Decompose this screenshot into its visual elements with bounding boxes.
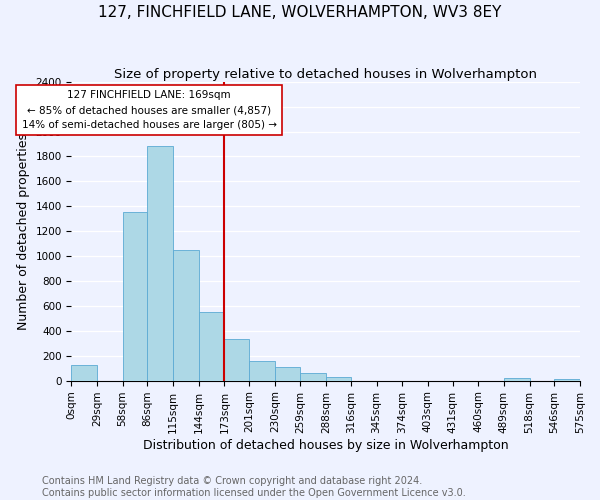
Bar [554,379,580,380]
X-axis label: Distribution of detached houses by size in Wolverhampton: Distribution of detached houses by size … [143,440,508,452]
Text: 127, FINCHFIELD LANE, WOLVERHAMPTON, WV3 8EY: 127, FINCHFIELD LANE, WOLVERHAMPTON, WV3… [98,5,502,20]
Bar [71,365,97,380]
Bar [275,367,301,380]
Text: 127 FINCHFIELD LANE: 169sqm
← 85% of detached houses are smaller (4,857)
14% of : 127 FINCHFIELD LANE: 169sqm ← 85% of det… [22,90,277,130]
Bar [224,339,249,380]
Text: Contains HM Land Registry data © Crown copyright and database right 2024.
Contai: Contains HM Land Registry data © Crown c… [42,476,466,498]
Bar [249,362,275,380]
Bar [199,312,224,380]
Bar [122,212,148,380]
Bar [301,373,326,380]
Y-axis label: Number of detached properties: Number of detached properties [17,132,30,330]
Bar [504,378,530,380]
Title: Size of property relative to detached houses in Wolverhampton: Size of property relative to detached ho… [114,68,537,80]
Bar [326,377,351,380]
Bar [148,146,173,380]
Bar [173,250,199,380]
